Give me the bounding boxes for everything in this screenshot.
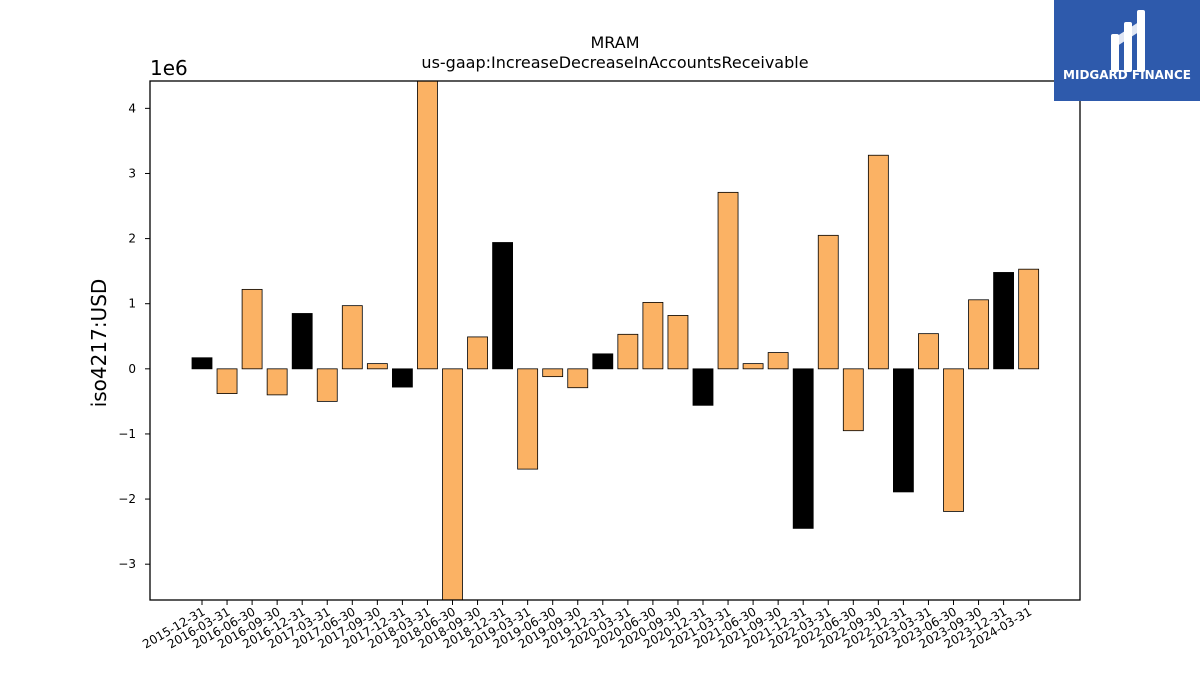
bar-2016-09-30	[266, 368, 288, 396]
y-tick-label: 3	[128, 166, 136, 180]
bar-2018-06-30	[442, 368, 463, 601]
bar-2020-09-30	[667, 315, 689, 370]
bar-2018-09-30	[467, 336, 488, 370]
bar-2016-03-31	[216, 368, 238, 394]
bar-2021-09-30	[767, 352, 789, 370]
logo-text: MIDGARD FINANCE	[1063, 68, 1191, 82]
bar-2016-06-30	[241, 288, 263, 370]
bar-2023-03-31	[918, 333, 939, 370]
bar-2017-12-31	[391, 368, 413, 388]
bar-2016-12-31	[291, 313, 313, 370]
bar-2020-03-31	[617, 333, 639, 370]
bar-2022-09-30	[867, 154, 889, 370]
y-tick-label: 2	[128, 232, 136, 246]
y-tick-label: 4	[128, 101, 136, 115]
bar-2023-09-30	[968, 299, 989, 370]
bar-2022-12-31	[893, 368, 914, 493]
bar-2021-12-31	[792, 368, 814, 529]
bar-2017-09-30	[366, 363, 388, 370]
midgard-logo-mark-icon	[1111, 10, 1145, 72]
x-ticks-group: 2015-12-312016-03-312016-06-302016-09-30…	[140, 600, 1034, 651]
midgard-finance-logo: MIDGARD FINANCE	[1054, 0, 1200, 101]
bar-2023-12-31	[993, 272, 1014, 370]
bar-2017-03-31	[316, 368, 338, 402]
chart-title: MRAM	[590, 33, 639, 52]
y-tick-label: −1	[118, 427, 136, 441]
bar-2018-03-31	[417, 80, 438, 370]
y-tick-label: 1	[128, 297, 136, 311]
bar-2019-06-30	[542, 368, 564, 378]
bars-group	[191, 80, 1040, 601]
bar-2019-03-31	[517, 368, 539, 470]
y-axis-label: iso4217:USD	[87, 279, 111, 408]
plot-frame	[149, 80, 1081, 601]
bar-2021-06-30	[742, 363, 764, 370]
y-ticks-group: −3 −2 −1 0 1 2 3 4	[118, 101, 150, 571]
y-tick-label: −2	[118, 492, 136, 506]
y-offset-label: 1e6	[150, 56, 188, 80]
bar-2023-06-30	[943, 368, 964, 512]
chart-subtitle: us-gaap:IncreaseDecreaseInAccountsReceiv…	[421, 53, 808, 72]
bar-2019-12-31	[592, 353, 614, 370]
bar-2020-06-30	[642, 302, 664, 370]
bar-2021-03-31	[717, 191, 739, 370]
bar-2022-03-31	[817, 234, 839, 370]
bar-2017-06-30	[341, 305, 363, 370]
y-tick-label: −3	[118, 557, 136, 571]
y-tick-label: 0	[128, 362, 136, 376]
bar-2015-12-31	[191, 357, 213, 370]
bar-2020-12-31	[692, 368, 714, 406]
bar-2022-06-30	[842, 368, 864, 432]
bar-2018-12-31	[492, 242, 514, 370]
bar-2019-09-30	[567, 368, 589, 389]
bar-2024-03-31	[1018, 268, 1040, 370]
